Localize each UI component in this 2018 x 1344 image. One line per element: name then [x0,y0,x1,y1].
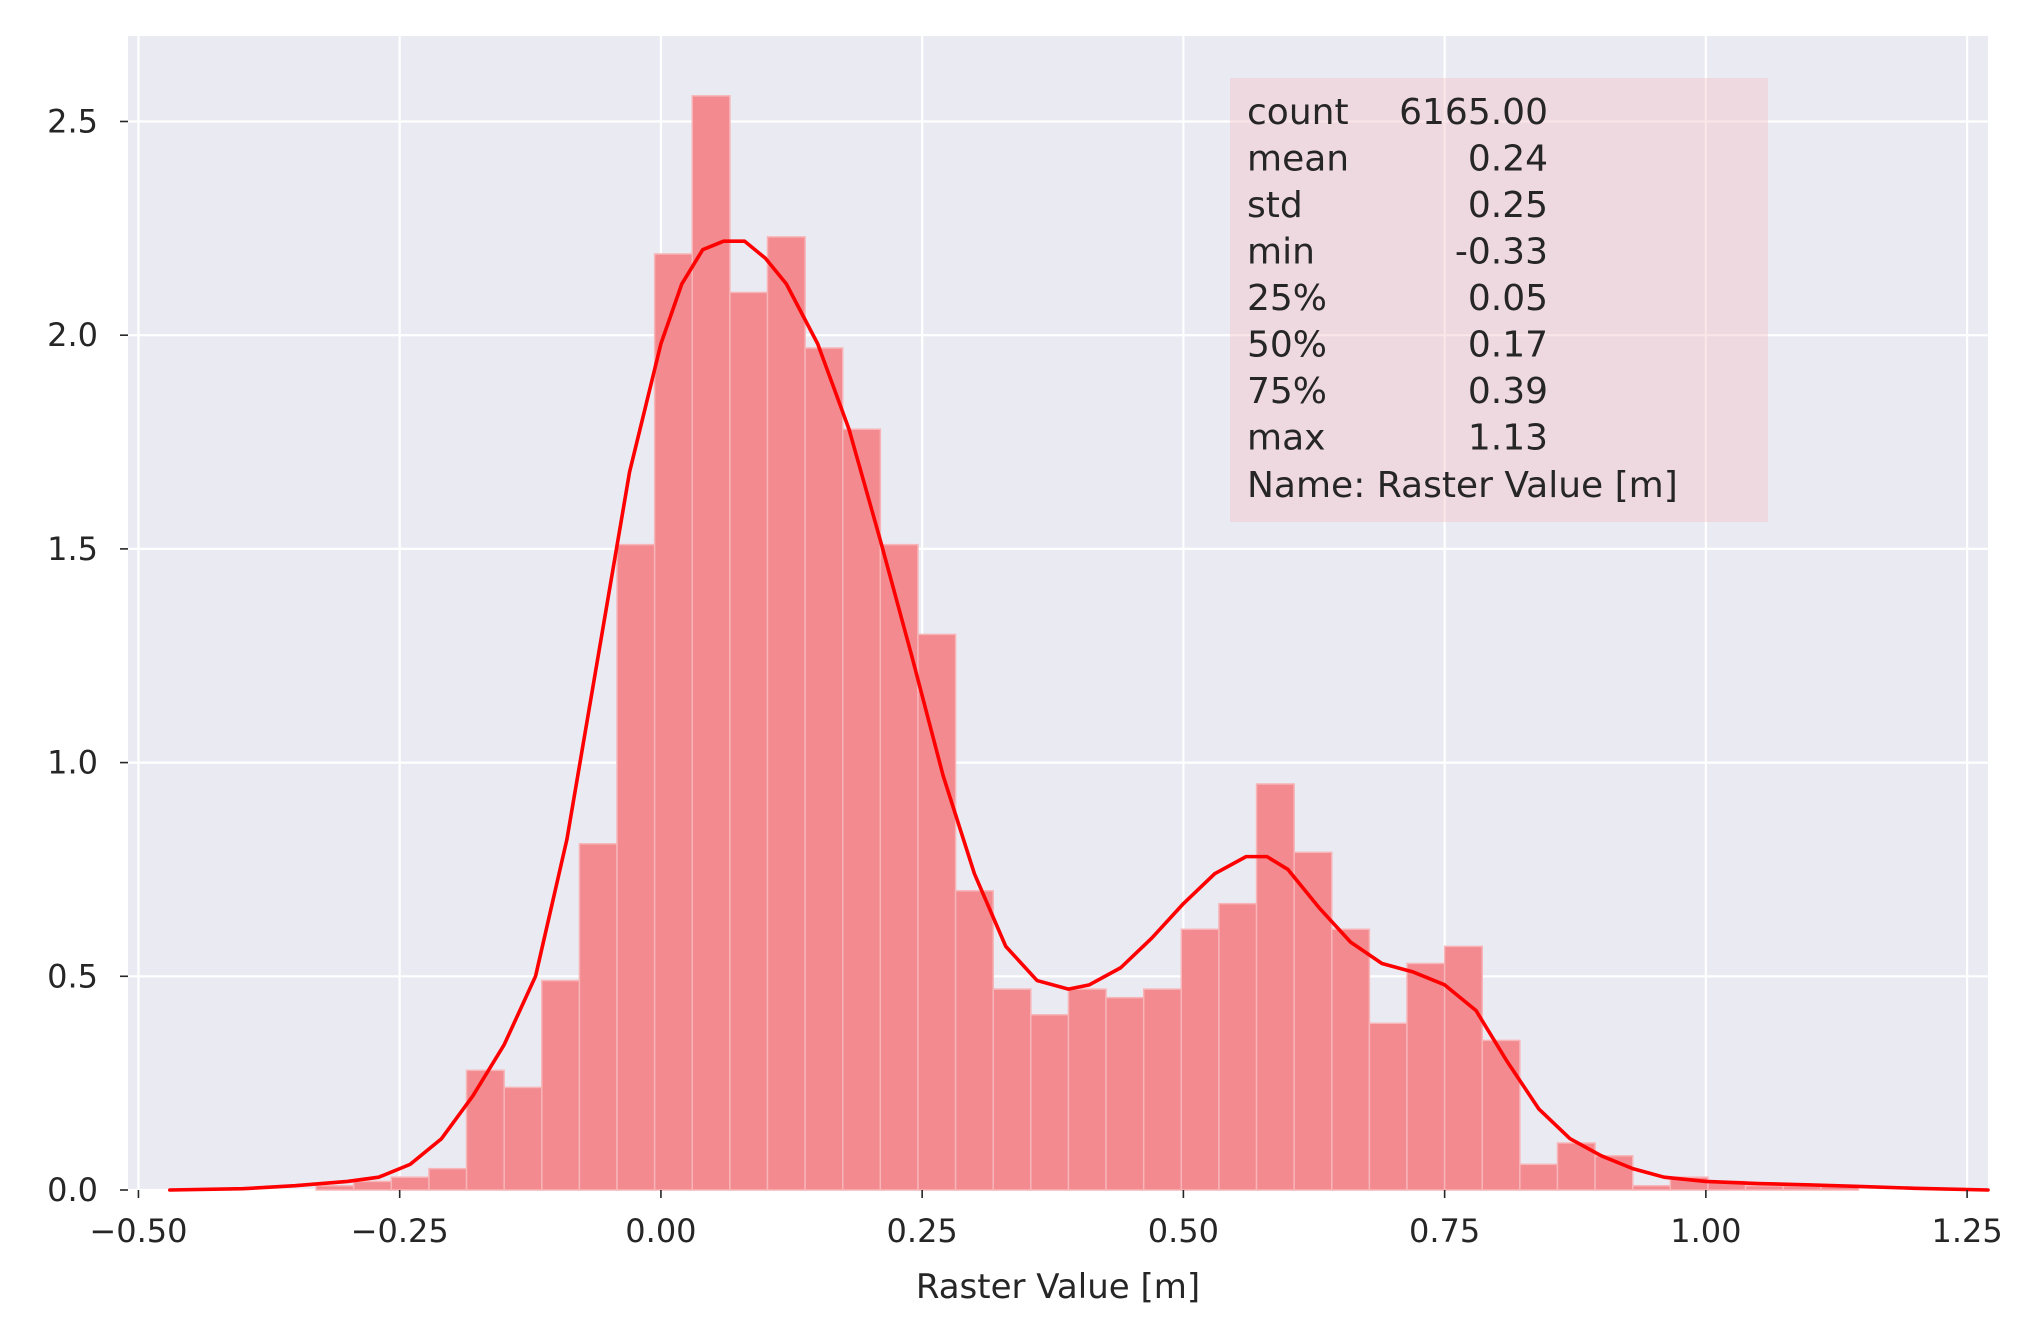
summary-stat-label: 25% [1247,278,1327,319]
kde-curve [167,239,1990,1192]
x-tick-label: 1.25 [1931,1212,2002,1250]
histogram-bar [1142,988,1183,1191]
histogram-bars [315,95,1860,1191]
histogram-bar [1368,1022,1408,1191]
summary-stat-value: 0.24 [1468,139,1548,180]
summary-stats-lines: count 6165.00 mean 0.24 std 0.25 min -0.33 25% 0.… [1247,92,1548,459]
x-tick-label: 0.00 [625,1212,696,1250]
summary-stat-value: -0.33 [1455,232,1548,273]
histogram-bar [1406,962,1446,1191]
histogram-bar [390,1176,430,1191]
histogram-bar [1030,1014,1070,1191]
summary-stats-background [1230,78,1768,522]
histogram-bar [1481,1039,1521,1191]
y-tick-label: 1.5 [47,530,98,568]
x-tick-label: 1.00 [1670,1212,1741,1250]
y-tick-label: 0.5 [47,957,98,995]
histogram-bar [1331,928,1371,1191]
summary-stat-value: 0.39 [1468,371,1548,412]
plot-area [128,36,1988,1190]
histogram-bar [691,95,731,1191]
histogram-bar [1067,988,1107,1191]
histogram-bar [352,1180,393,1191]
summary-stat-label: count [1247,92,1349,133]
x-tick-label: 0.50 [1148,1212,1219,1250]
summary-stat-label: max [1247,418,1325,459]
histogram-bar [1443,945,1483,1191]
histogram-bar [428,1167,468,1191]
histogram-bar [578,843,618,1191]
summary-stat-value: 0.17 [1468,325,1548,366]
x-tick-label: 0.25 [887,1212,958,1250]
histogram-bar [1744,1184,1784,1191]
histogram-bar [1631,1184,1672,1191]
x-tick-label: −0.50 [89,1212,187,1250]
histogram-bar [315,1184,355,1191]
histogram-bar [1105,996,1145,1191]
histogram-bar [465,1069,505,1191]
histogram-bar [917,633,957,1191]
y-tick-label: 1.0 [47,744,98,782]
summary-stat-label: min [1247,232,1315,273]
histogram-bar [879,543,919,1191]
summary-stat-value: 0.25 [1468,185,1548,226]
y-tick-label: 2.0 [47,316,98,354]
histogram-bar [1293,851,1333,1191]
x-tick-label: −0.25 [351,1212,449,1250]
summary-stat-label: 50% [1247,325,1327,366]
histogram-bar [804,347,844,1191]
histogram-bar [1519,1163,1559,1191]
summary-stats-name: Name: Raster Value [m] [1247,465,1678,506]
summary-stat-value: 1.13 [1468,418,1548,459]
histogram-bar [616,543,656,1191]
histogram-bar [992,988,1032,1191]
summary-stat-value: 6165.00 [1399,92,1548,133]
histogram-bar [541,979,581,1191]
summary-stat-value: 0.05 [1468,278,1548,319]
y-tick-label: 0.0 [47,1171,98,1209]
histogram-bar [729,291,769,1191]
summary-stat-label: std [1247,185,1303,226]
histogram-bar [1180,928,1220,1191]
summary-stats-box: count 6165.00 mean 0.24 std 0.25 min -0.33 25% 0.… [1230,78,1768,522]
y-axis-ticks: 0.0 0.5 1.0 1.5 2.0 2.5 [47,102,128,1209]
x-axis-ticks: −0.50 −0.25 0.00 0.25 0.50 0.75 1.00 1.25 [89,1190,2003,1250]
histogram-bar [766,236,806,1191]
y-tick-label: 2.5 [47,102,98,140]
histogram-bar [503,1086,543,1191]
histogram-bar [1255,783,1295,1191]
histogram-bar [841,428,882,1191]
histogram-bar [954,890,994,1191]
summary-stat-label: mean [1247,139,1349,180]
histogram-bar [653,253,694,1191]
summary-stat-label: 75% [1247,371,1327,412]
histogram-bar [1218,902,1258,1191]
x-axis-title: Raster Value [m] [916,1267,1200,1307]
x-tick-label: 0.75 [1409,1212,1480,1250]
